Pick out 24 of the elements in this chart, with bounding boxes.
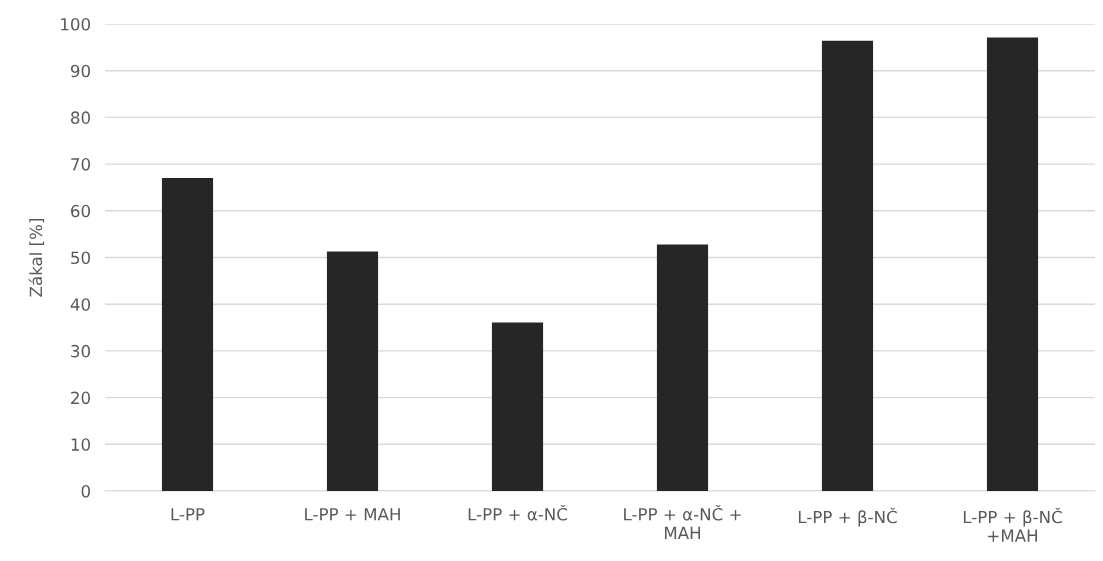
y-tick-label: 80 [71,111,90,124]
bar [161,178,214,491]
bar [986,37,1039,491]
y-tick-label: 60 [71,204,90,218]
y-tick-label: 0 [81,484,90,498]
bar [491,322,544,491]
y-tick-label: 70 [71,158,90,171]
y-tick-label: 100 [61,17,90,31]
x-tick-label: L-PP + α-NČ + MAH [624,504,741,539]
x-tick-label: L-PP + β-NČ +MAH [963,507,1062,542]
y-tick-label: 10 [71,438,90,451]
y-tick-label: 50 [71,251,90,265]
x-tick-label: L-PP [171,508,205,521]
x-tick-label: L-PP + β-NČ [798,507,897,527]
x-tick-label: L-PP + MAH [305,508,400,521]
bar [821,40,874,491]
y-tick-label: 40 [70,298,90,311]
y-tick-label: 90 [70,64,90,78]
bar [326,251,379,491]
y-axis-title: Zákal [%] [28,218,45,297]
bar [656,244,709,491]
y-tick-label: 20 [71,391,90,405]
y-tick-label: 30 [71,344,90,358]
x-tick-label: L-PP + α-NČ [468,504,567,521]
